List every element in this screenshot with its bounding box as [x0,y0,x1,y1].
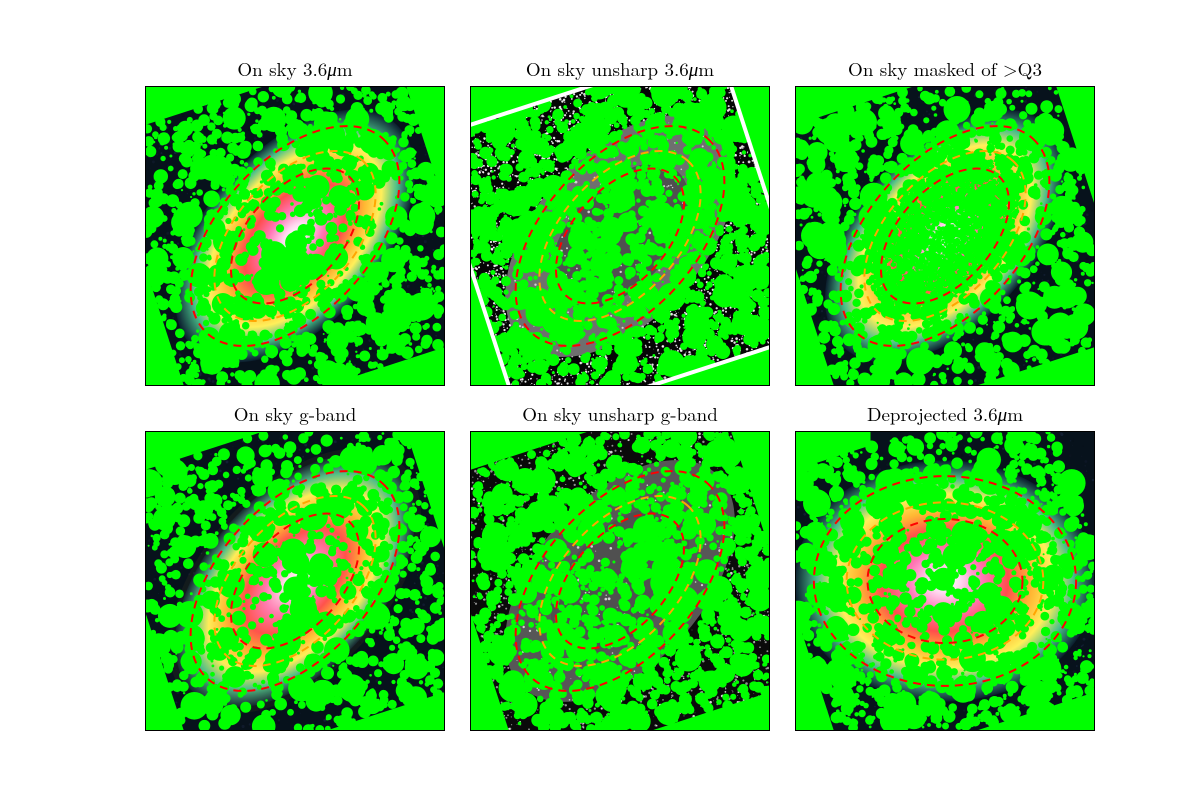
figure-grid: On sky 3.6μm On sky unsharp 3.6μm On sky… [145,55,1120,731]
panel-image [145,431,445,731]
panel-title: On sky 3.6μm [237,55,352,82]
panel-p12: On sky unsharp 3.6μm [470,55,770,386]
panel-title: On sky unsharp 3.6μm [526,55,714,82]
panel-p22: On sky unsharp g-band [470,400,770,731]
panel-p23: Deprojected 3.6μm [795,400,1095,731]
panel-image [795,86,1095,386]
panel-image [795,431,1095,731]
panel-title: Deprojected 3.6μm [867,400,1023,427]
panel-title: On sky g-band [234,400,357,427]
panel-p11: On sky 3.6μm [145,55,445,386]
panel-image [145,86,445,386]
panel-p13: On sky masked of >Q3 [795,55,1095,386]
panel-title: On sky unsharp g-band [522,400,718,427]
panel-title: On sky masked of >Q3 [848,55,1042,82]
panel-image [470,86,770,386]
panel-p21: On sky g-band [145,400,445,731]
panel-image [470,431,770,731]
